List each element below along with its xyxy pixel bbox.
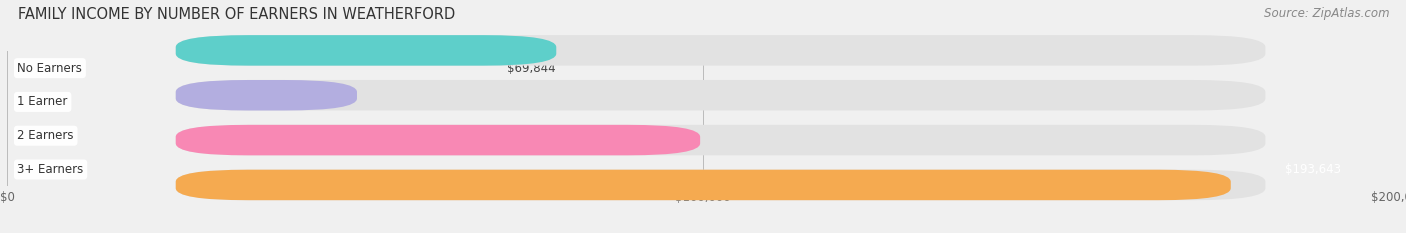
- Text: $69,844: $69,844: [508, 62, 555, 75]
- Text: FAMILY INCOME BY NUMBER OF EARNERS IN WEATHERFORD: FAMILY INCOME BY NUMBER OF EARNERS IN WE…: [18, 7, 456, 22]
- Text: 3+ Earners: 3+ Earners: [17, 163, 84, 176]
- Text: $96,250: $96,250: [690, 129, 740, 142]
- Text: Source: ZipAtlas.com: Source: ZipAtlas.com: [1264, 7, 1389, 20]
- Text: $193,643: $193,643: [1285, 163, 1341, 176]
- Text: 1 Earner: 1 Earner: [17, 96, 67, 108]
- Text: $33,264: $33,264: [253, 96, 301, 108]
- Text: 2 Earners: 2 Earners: [17, 129, 75, 142]
- Text: No Earners: No Earners: [17, 62, 83, 75]
